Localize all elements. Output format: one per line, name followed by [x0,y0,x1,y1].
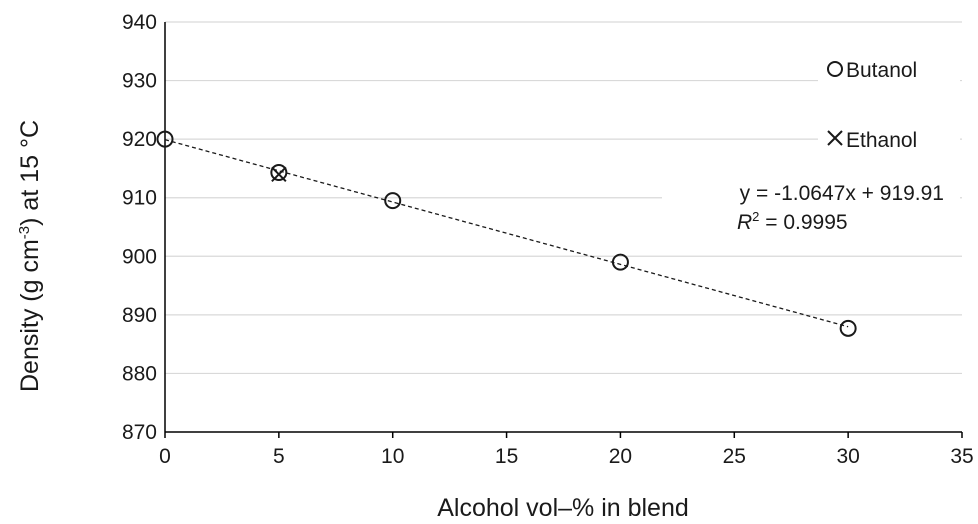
trendline-group [164,139,849,328]
y-tick-label: 890 [122,304,157,327]
x-axis-title: Alcohol vol–% in blend [437,494,689,522]
y-tick-label: 910 [122,187,157,210]
legend-marker-butanol [827,61,843,77]
equation-text: y = -1.0647x + 919.91 [740,182,944,205]
y-tick-label: 920 [122,128,157,151]
data-points [156,130,857,337]
trendline-equation: y = -1.0647x + 919.91 R2 = 0.9995 [662,176,960,240]
legend-label-ethanol: Ethanol [846,129,917,152]
data-point-butanol [611,253,629,271]
x-tick-label: 25 [723,445,746,468]
y-tick-label: 940 [122,11,157,34]
x-tick-label: 35 [950,445,973,468]
y-tick-labels: 870 880 890 900 910 920 930 940 [122,11,157,444]
legend-label-butanol: Butanol [846,59,917,82]
equation-background [662,176,960,240]
legend-marker-ethanol [827,130,843,146]
y-tick-label: 870 [122,421,157,444]
r-squared-superscript: 2 [752,209,759,224]
r-squared-value: = 0.9995 [759,211,847,234]
x-tick-label: 5 [273,445,285,468]
x-tick-label: 15 [495,445,518,468]
r-squared-symbol: R [737,211,752,234]
x-tick-label: 30 [836,445,859,468]
axes [164,22,963,438]
data-point-butanol [156,130,174,148]
y-axis-title: Density (g cm-3) at 15 °C [16,120,44,392]
r-squared-text: R2 = 0.9995 [737,209,848,234]
y-axis-title-main: Density (g cm [16,239,44,392]
x-tick-labels: 0 5 10 15 20 25 30 35 [159,445,974,468]
x-tick-label: 20 [609,445,632,468]
linear-trendline [164,139,849,328]
x-tick-label: 0 [159,445,171,468]
data-point-butanol [839,319,857,337]
data-point-ethanol [271,166,287,182]
y-tick-label: 880 [122,362,157,385]
y-tick-label: 930 [122,70,157,93]
y-axis-title-tail: ) at 15 °C [16,120,44,226]
gridlines [165,21,962,375]
legend-background [818,46,960,142]
data-point-butanol [384,192,402,210]
data-point-butanol [270,164,288,182]
y-tick-label: 900 [122,245,157,268]
x-tick-label: 10 [381,445,404,468]
y-axis-title-superscript: -3 [16,226,33,239]
legend: Butanol Ethanol [818,46,960,152]
